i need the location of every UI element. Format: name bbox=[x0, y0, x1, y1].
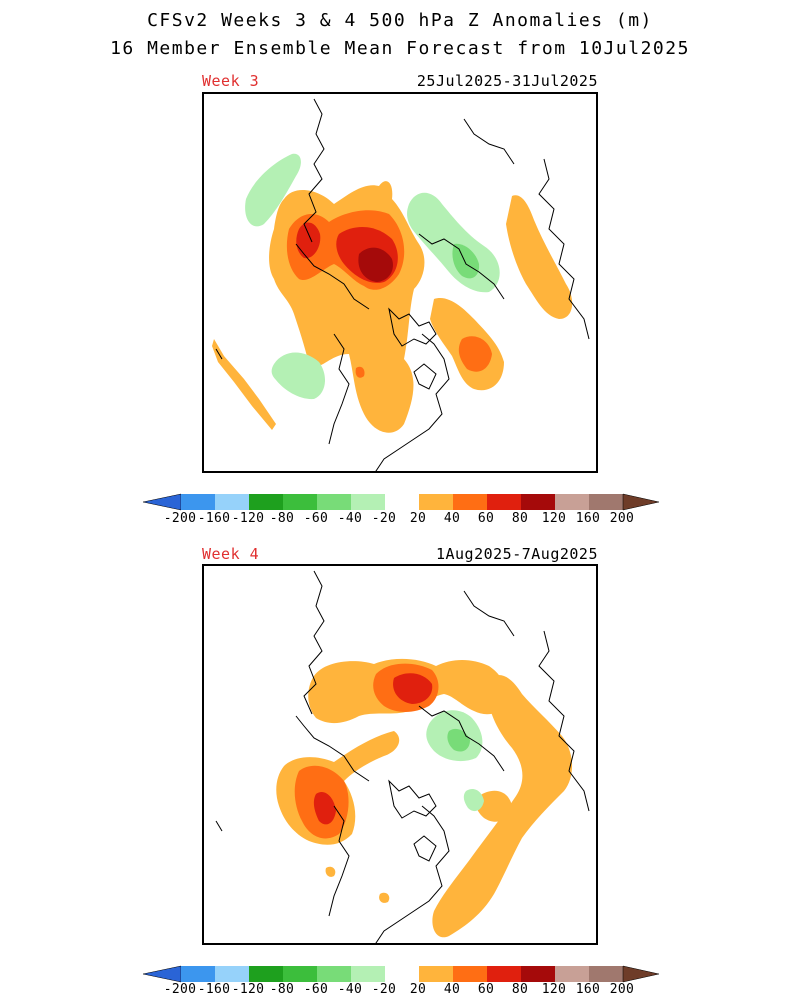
tick-label: -20 bbox=[371, 511, 397, 526]
tick-label: 40 bbox=[443, 511, 461, 526]
colorbar-boxes bbox=[181, 494, 624, 510]
week3-map bbox=[202, 92, 598, 473]
week4-label: Week 4 bbox=[202, 545, 260, 563]
colorbar-arrow-left bbox=[143, 493, 182, 511]
tick-label: 200 bbox=[609, 511, 635, 526]
tick-label: -40 bbox=[337, 511, 363, 526]
tick-label: -160 bbox=[197, 511, 231, 526]
tick-label: -80 bbox=[269, 511, 295, 526]
tick-label: 160 bbox=[575, 511, 601, 526]
tick-label: 120 bbox=[541, 982, 567, 997]
week4-positive-anomalies bbox=[276, 658, 573, 938]
week4-colorbar-labels: -200 -160 -120 -80 -60 -40 -20 20 40 60 … bbox=[150, 982, 650, 1000]
chart-subtitle: 16 Member Ensemble Mean Forecast from 10… bbox=[110, 38, 690, 59]
tick-label: 20 bbox=[409, 982, 427, 997]
tick-label: -160 bbox=[197, 982, 231, 997]
week4-negative-anomalies bbox=[426, 710, 484, 812]
week3-positive-anomalies bbox=[212, 181, 573, 433]
week3-negative-anomalies bbox=[245, 153, 500, 400]
week4-colorbar bbox=[143, 965, 659, 983]
tick-label: -120 bbox=[231, 511, 265, 526]
tick-label: -60 bbox=[303, 511, 329, 526]
tick-label: -80 bbox=[269, 982, 295, 997]
tick-label: 40 bbox=[443, 982, 461, 997]
tick-label: 80 bbox=[511, 511, 529, 526]
tick-label: -20 bbox=[371, 982, 397, 997]
tick-label: -60 bbox=[303, 982, 329, 997]
tick-label: 20 bbox=[409, 511, 427, 526]
colorbar-arrow-right bbox=[622, 965, 659, 983]
tick-label: 60 bbox=[477, 982, 495, 997]
colorbar-boxes bbox=[181, 966, 624, 982]
week3-colorbar bbox=[143, 493, 659, 511]
tick-label: -40 bbox=[337, 982, 363, 997]
week3-colorbar-labels: -200 -160 -120 -80 -60 -40 -20 20 40 60 … bbox=[150, 511, 650, 529]
tick-label: 160 bbox=[575, 982, 601, 997]
week4-dates: 1Aug2025-7Aug2025 bbox=[435, 545, 598, 563]
tick-label: 60 bbox=[477, 511, 495, 526]
week3-dates: 25Jul2025-31Jul2025 bbox=[416, 72, 598, 90]
tick-label: -120 bbox=[231, 982, 265, 997]
tick-label: 80 bbox=[511, 982, 529, 997]
tick-label: -200 bbox=[163, 511, 197, 526]
week3-coastlines bbox=[215, 98, 590, 471]
week4-coastlines bbox=[215, 570, 590, 943]
chart-title: CFSv2 Weeks 3 & 4 500 hPa Z Anomalies (m… bbox=[147, 10, 653, 31]
tick-label: -200 bbox=[163, 982, 197, 997]
colorbar-arrow-left bbox=[143, 965, 182, 983]
week3-label: Week 3 bbox=[202, 72, 260, 90]
week4-map bbox=[202, 564, 598, 945]
tick-label: 120 bbox=[541, 511, 567, 526]
colorbar-arrow-right bbox=[622, 493, 659, 511]
tick-label: 200 bbox=[609, 982, 635, 997]
